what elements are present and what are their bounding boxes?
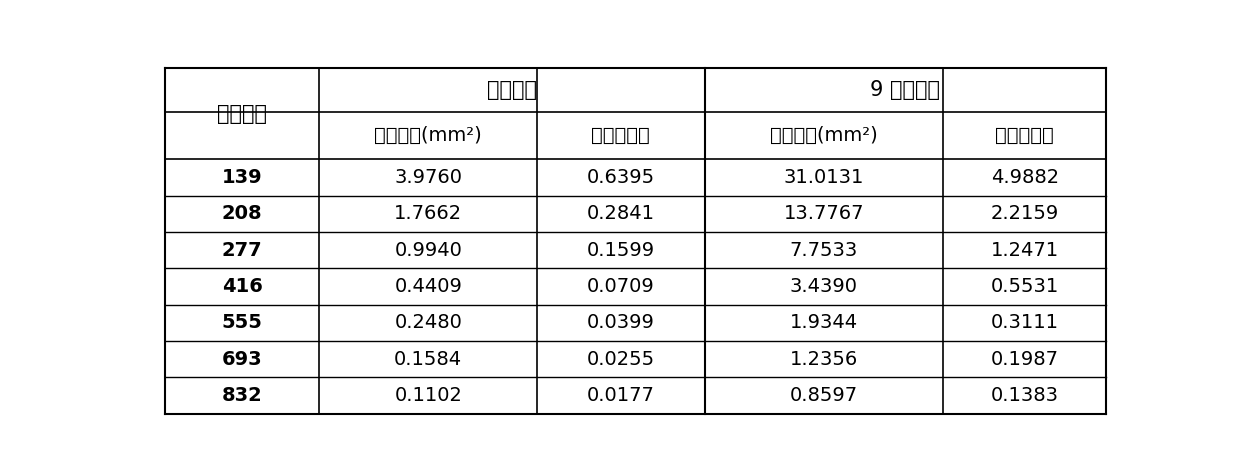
Text: 1.9344: 1.9344 — [790, 313, 858, 333]
Text: 31.0131: 31.0131 — [784, 168, 864, 187]
Text: 0.2480: 0.2480 — [394, 313, 463, 333]
Text: 277: 277 — [222, 241, 263, 260]
Text: 0.1987: 0.1987 — [991, 350, 1059, 368]
Text: 视阁面积(mm²): 视阁面积(mm²) — [374, 126, 482, 145]
Text: 0.3111: 0.3111 — [991, 313, 1059, 333]
Text: 4.9882: 4.9882 — [991, 168, 1059, 187]
Text: 0.4409: 0.4409 — [394, 277, 463, 296]
Text: 0.0177: 0.0177 — [587, 386, 655, 405]
Text: 208: 208 — [222, 204, 263, 223]
Text: 0.6395: 0.6395 — [587, 168, 655, 187]
Text: 0.0709: 0.0709 — [587, 277, 655, 296]
Text: 13.7767: 13.7767 — [784, 204, 864, 223]
Text: 比例（％）: 比例（％） — [591, 126, 650, 145]
Text: 0.1383: 0.1383 — [991, 386, 1059, 405]
Text: 832: 832 — [222, 386, 263, 405]
Text: 0.1102: 0.1102 — [394, 386, 463, 405]
Text: 0.1584: 0.1584 — [394, 350, 463, 368]
Text: 9 视阁拼接: 9 视阁拼接 — [870, 79, 940, 100]
Text: 555: 555 — [222, 313, 263, 333]
Text: 1.2356: 1.2356 — [790, 350, 858, 368]
Text: 0.8597: 0.8597 — [790, 386, 858, 405]
Text: 单个视阁: 单个视阁 — [487, 79, 537, 100]
Text: 3.4390: 3.4390 — [790, 277, 858, 296]
Text: 视阁面积(mm²): 视阁面积(mm²) — [770, 126, 878, 145]
Text: 7.7533: 7.7533 — [790, 241, 858, 260]
Text: 1.7662: 1.7662 — [394, 204, 463, 223]
Text: 416: 416 — [222, 277, 263, 296]
Text: 693: 693 — [222, 350, 263, 368]
Text: 0.5531: 0.5531 — [991, 277, 1059, 296]
Text: 3.9760: 3.9760 — [394, 168, 463, 187]
Text: 放大倍数: 放大倍数 — [217, 104, 267, 123]
Text: 1.2471: 1.2471 — [991, 241, 1059, 260]
Text: 0.1599: 0.1599 — [587, 241, 655, 260]
Text: 比例（％）: 比例（％） — [996, 126, 1054, 145]
Text: 139: 139 — [222, 168, 263, 187]
Text: 2.2159: 2.2159 — [991, 204, 1059, 223]
Text: 0.0399: 0.0399 — [587, 313, 655, 333]
Text: 0.9940: 0.9940 — [394, 241, 463, 260]
Text: 0.0255: 0.0255 — [587, 350, 655, 368]
Text: 0.2841: 0.2841 — [587, 204, 655, 223]
